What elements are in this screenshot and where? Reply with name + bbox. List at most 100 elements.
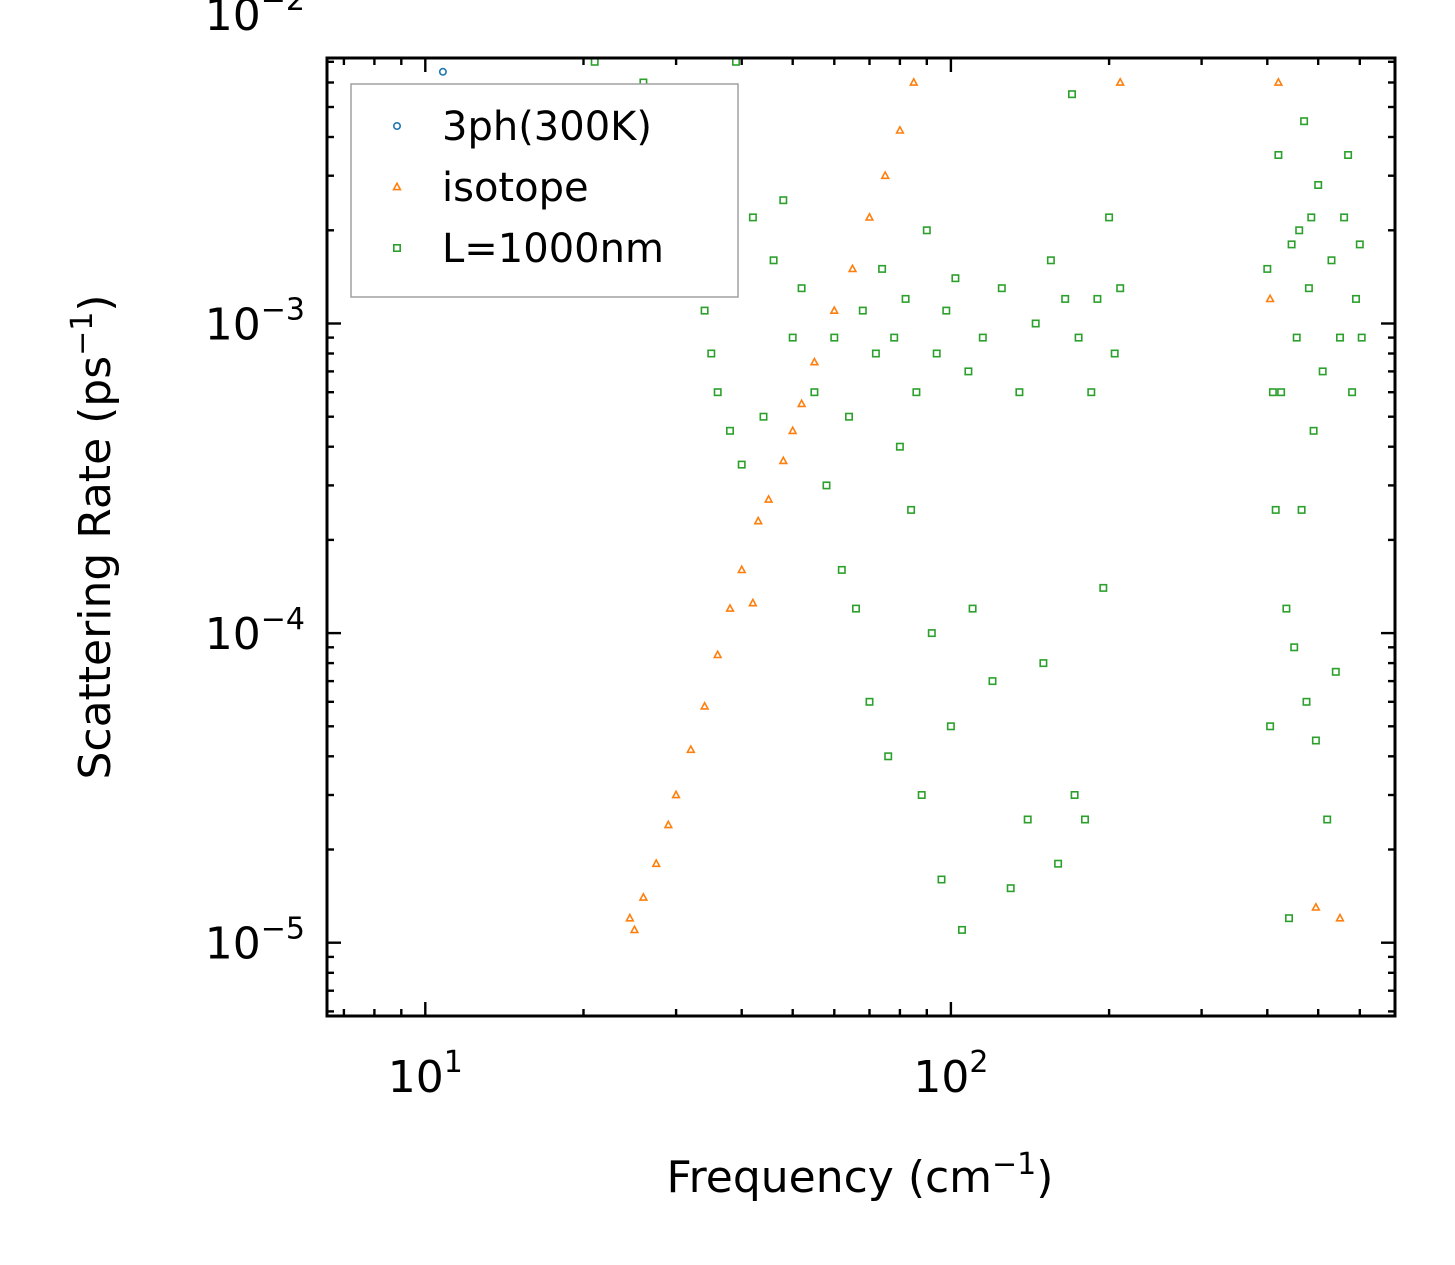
data-point-square bbox=[1054, 859, 1063, 868]
data-point-triangle bbox=[778, 455, 789, 465]
data-point-square bbox=[1331, 667, 1340, 676]
axis-ticks-layer bbox=[327, 58, 1397, 1016]
data-point-square bbox=[901, 294, 910, 303]
data-point-square bbox=[759, 412, 768, 421]
data-point-square bbox=[1263, 264, 1272, 273]
data-point-triangle bbox=[737, 564, 747, 574]
data-point-square bbox=[932, 349, 941, 358]
data-point-square bbox=[1031, 319, 1040, 328]
data-point-square bbox=[1116, 284, 1125, 293]
data-point-square bbox=[871, 349, 880, 358]
data-point-square bbox=[713, 388, 722, 397]
data-point-triangle bbox=[651, 858, 661, 868]
x-tick-label: 102 bbox=[913, 1045, 988, 1103]
data-point-triangle bbox=[686, 744, 696, 754]
data-point-square bbox=[1290, 643, 1299, 652]
data-point-square bbox=[779, 196, 788, 205]
data-point-square bbox=[1348, 388, 1357, 397]
plot-frame bbox=[325, 56, 1397, 1018]
data-point-square bbox=[917, 790, 926, 799]
data-point-square bbox=[912, 388, 921, 397]
data-point-square bbox=[951, 274, 960, 283]
data-point-square bbox=[830, 333, 839, 342]
data-point-triangle bbox=[753, 515, 763, 525]
data-point-square bbox=[968, 604, 977, 613]
data-point-triangle bbox=[1335, 912, 1345, 922]
data-point-square bbox=[1336, 333, 1345, 342]
data-point-square bbox=[946, 722, 955, 731]
data-point-square bbox=[1099, 583, 1108, 592]
data-point-square bbox=[1282, 604, 1291, 613]
data-point-square bbox=[927, 629, 936, 638]
data-point-square bbox=[1297, 505, 1306, 514]
data-point-square bbox=[1271, 505, 1280, 514]
data-point-square bbox=[1292, 333, 1301, 342]
data-point-square bbox=[1093, 294, 1102, 303]
data-point-square bbox=[1327, 256, 1336, 265]
data-point-triangle bbox=[638, 892, 649, 901]
data-point-square bbox=[1068, 90, 1077, 99]
data-point-square bbox=[988, 677, 997, 686]
data-point-square bbox=[1285, 914, 1294, 923]
data-point-triangle bbox=[725, 603, 735, 612]
data-point-triangle bbox=[895, 125, 905, 134]
data-point-triangle bbox=[763, 494, 774, 503]
data-point-square bbox=[1268, 388, 1277, 397]
data-point-square bbox=[1314, 181, 1323, 190]
data-point-triangle bbox=[864, 212, 875, 221]
data-point-square bbox=[865, 697, 874, 706]
data-point-square bbox=[1074, 333, 1083, 342]
data-point-triangle bbox=[699, 701, 710, 710]
data-point-square bbox=[725, 426, 734, 435]
data-point-square bbox=[1006, 884, 1015, 893]
data-point-square bbox=[1287, 240, 1296, 249]
legend-label: isotope bbox=[442, 165, 589, 211]
data-point-triangle bbox=[787, 425, 798, 435]
legend-marker-circle bbox=[392, 122, 401, 131]
data-point-square bbox=[1323, 815, 1332, 824]
data-point-square bbox=[1344, 151, 1353, 160]
legend-label: 3ph(300K) bbox=[442, 104, 652, 150]
tick-labels-layer: 10110210010−110−210−310−410−5 bbox=[205, 0, 989, 1103]
data-point-square bbox=[1311, 736, 1320, 745]
data-point-square bbox=[907, 505, 916, 514]
y-axis-label: Scattering Rate (ps−1) bbox=[65, 294, 121, 779]
data-point-square bbox=[964, 367, 973, 376]
data-point-triangle bbox=[663, 819, 674, 829]
data-point-triangle bbox=[1115, 77, 1125, 86]
y-tick-label: 10−4 bbox=[205, 602, 305, 660]
data-point-square bbox=[1081, 815, 1090, 824]
data-point-square bbox=[1357, 333, 1366, 342]
data-point-square bbox=[851, 604, 860, 613]
data-point-triangle bbox=[847, 263, 858, 273]
data-point-square bbox=[937, 875, 946, 884]
data-point-triangle bbox=[629, 924, 640, 934]
data-point-square bbox=[700, 306, 709, 315]
data-point-square bbox=[978, 333, 987, 342]
legend-marker-square bbox=[392, 244, 401, 253]
data-point-square bbox=[797, 284, 806, 293]
data-point-square bbox=[1295, 226, 1304, 235]
data-point-square bbox=[748, 213, 757, 222]
data-point-square bbox=[1070, 790, 1079, 799]
data-point-square bbox=[1277, 388, 1286, 397]
legend-marker-triangle bbox=[392, 181, 402, 191]
data-point-triangle bbox=[1265, 293, 1275, 303]
data-point-square bbox=[1352, 294, 1361, 303]
data-point-square bbox=[1039, 659, 1048, 668]
data-point-square bbox=[737, 460, 746, 469]
data-points-layer bbox=[375, 57, 1366, 934]
data-point-square bbox=[1340, 213, 1349, 222]
legend: 3ph(300K) isotope L=1000nm bbox=[350, 83, 739, 298]
data-point-square bbox=[1105, 213, 1114, 222]
data-point-square bbox=[858, 306, 867, 315]
data-point-square bbox=[942, 306, 951, 315]
data-point-square bbox=[1355, 240, 1364, 249]
data-point-triangle bbox=[1311, 902, 1321, 911]
series-0 bbox=[438, 67, 447, 76]
data-point-square bbox=[1300, 117, 1309, 126]
data-point-square bbox=[878, 264, 887, 273]
data-point-triangle bbox=[625, 912, 635, 922]
data-point-triangle bbox=[671, 789, 681, 799]
